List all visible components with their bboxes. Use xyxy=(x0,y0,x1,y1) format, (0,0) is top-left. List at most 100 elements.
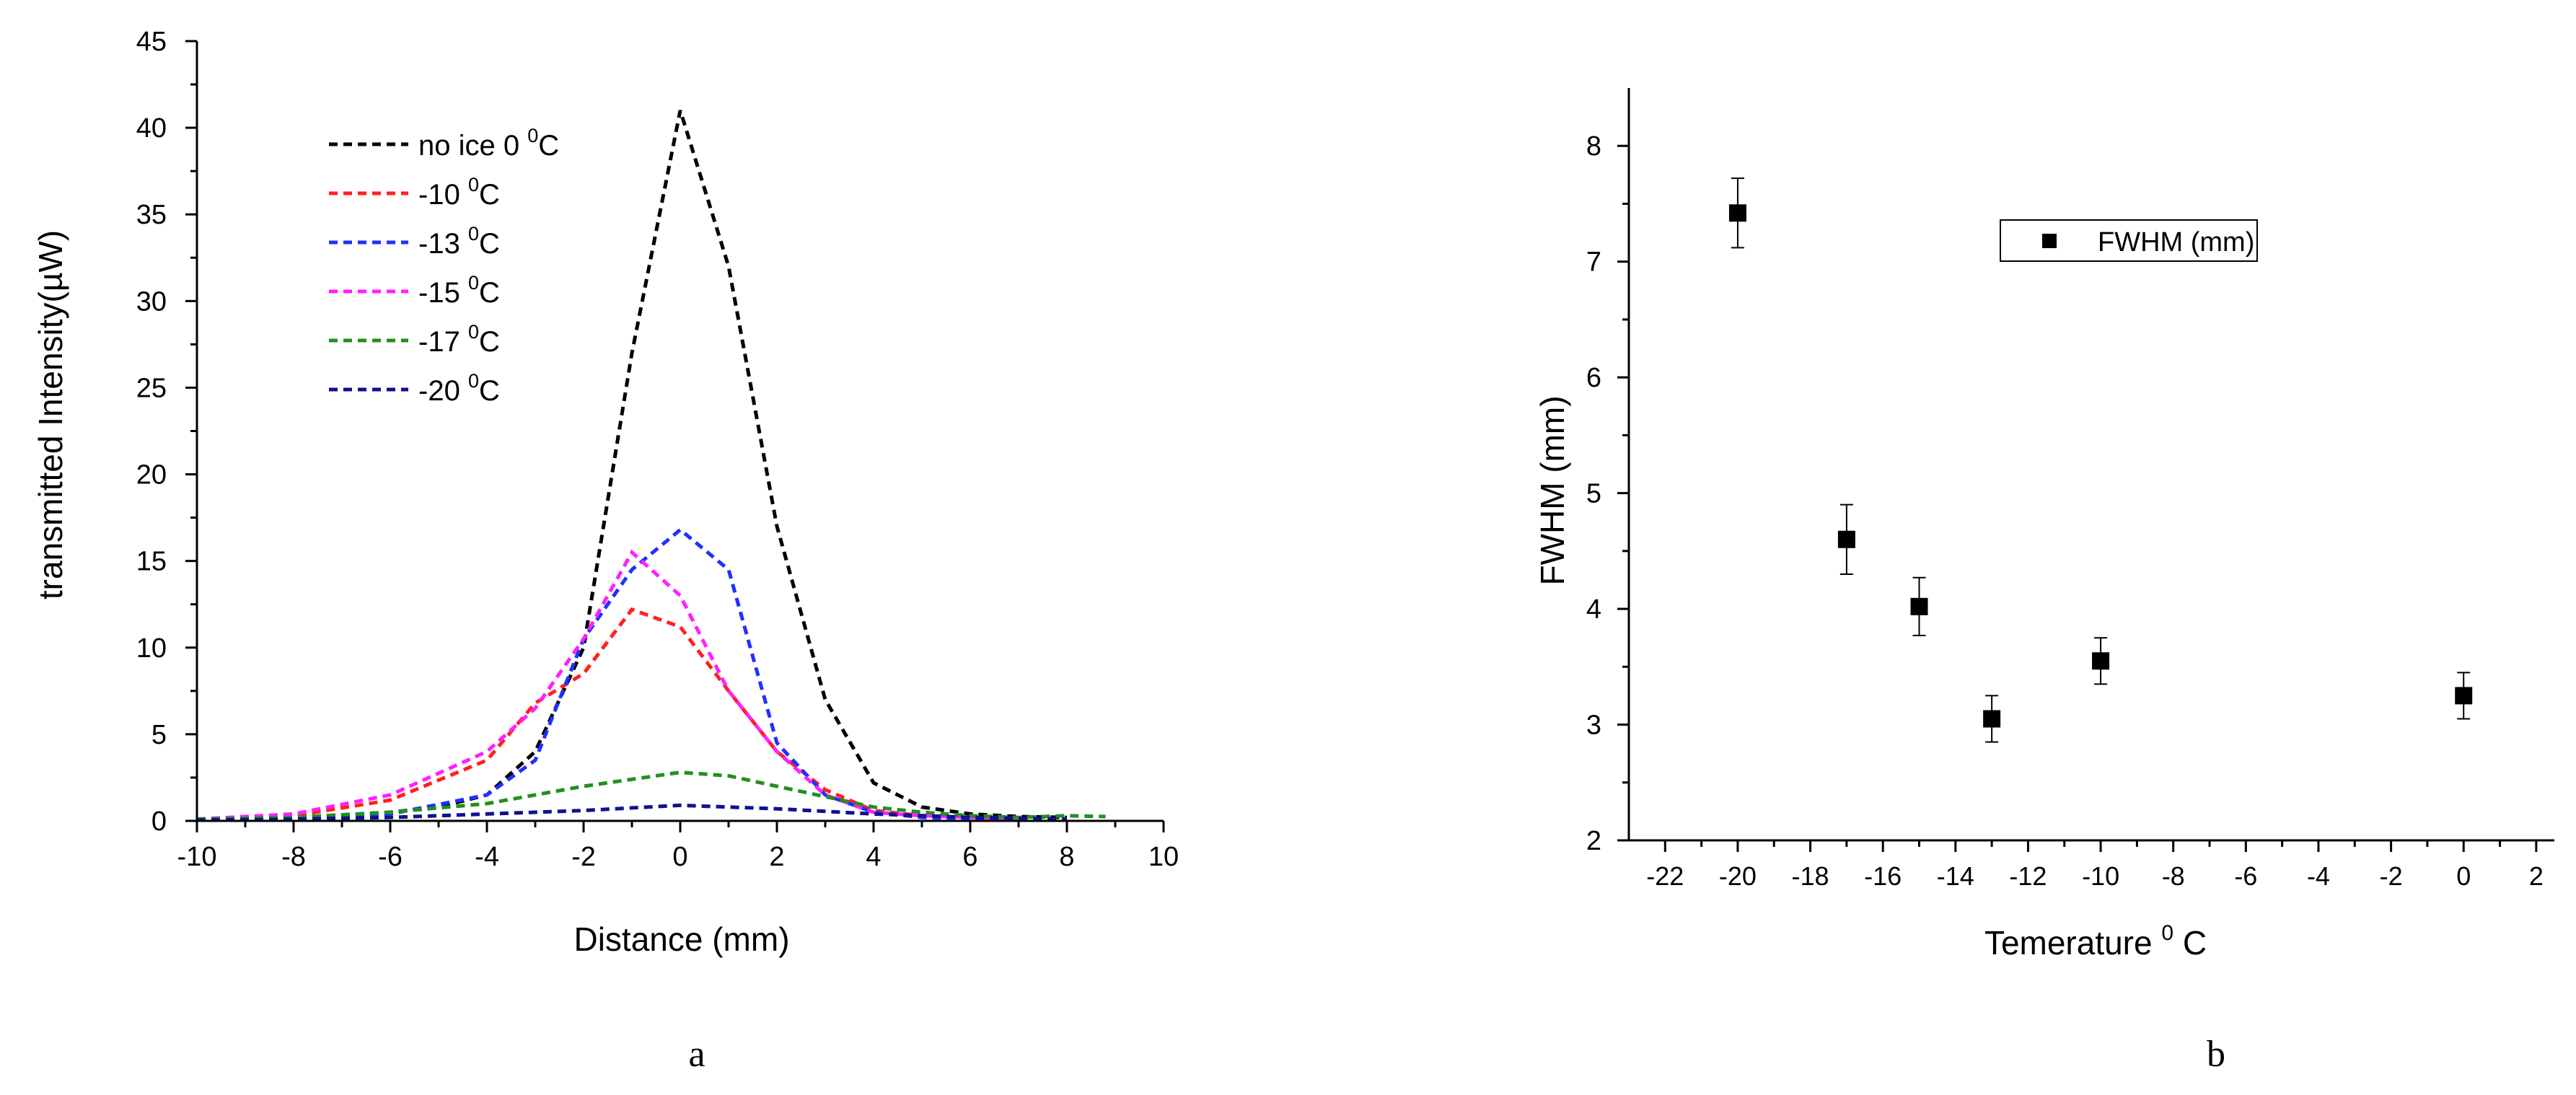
panel-a-legend-label-sup: 0 xyxy=(468,272,479,294)
panel-a-y-label-suffix: ) xyxy=(32,230,69,241)
panel-a-series-line-5 xyxy=(196,770,1106,822)
panel-b-x-label-sup: 0 xyxy=(2161,921,2173,945)
panel-a-y-tick-label: 20 xyxy=(136,460,167,491)
panel-b-data-point xyxy=(1728,204,1746,222)
panel-b-x-tick-label: -6 xyxy=(2234,861,2257,891)
panel-a-legend-label-unit: C xyxy=(479,228,500,260)
panel-a-y-tick-label: 30 xyxy=(136,286,167,317)
panel-b-data-point xyxy=(2092,652,2110,670)
panel-b-x-label-main: Temerature xyxy=(1984,924,2161,962)
panel-b-x-tick-label: -4 xyxy=(2307,861,2330,891)
panel-a-x-tick-label: 0 xyxy=(672,842,687,872)
panel-a-legend-label-sup: 0 xyxy=(468,174,479,195)
panel-b-x-tick-label: -22 xyxy=(1646,861,1684,891)
panel-b-points-group xyxy=(1728,177,2473,743)
panel-b-x-tick-label: -12 xyxy=(2009,861,2047,891)
panel-b-legend: FWHM (mm) xyxy=(2000,219,2258,262)
panel-b-y-tick-label: 5 xyxy=(1586,479,1601,509)
panel-a-legend-label-main: -13 xyxy=(418,228,468,260)
panel-b-data-point xyxy=(1910,597,1928,615)
panel-a-x-tick-label: 8 xyxy=(1059,842,1074,872)
panel-a-legend-label-main: -20 xyxy=(418,375,468,407)
panel-b-x-tick-label: 0 xyxy=(2456,861,2471,891)
panel-a-series-line-4 xyxy=(196,549,1019,822)
panel-b-y-tick-label: 7 xyxy=(1586,247,1601,278)
panel-a-series-line-1 xyxy=(196,110,1068,822)
panel-a-y-tick-label: 45 xyxy=(136,27,167,57)
panel-b-axes xyxy=(1627,88,2554,842)
panel-a-x-tick-label: -10 xyxy=(177,842,217,872)
panel-a-legend-label-main: no ice 0 xyxy=(418,130,527,162)
panel-a-y-tick-label: 10 xyxy=(136,633,167,664)
panel-a-legend-label-main: -17 xyxy=(418,326,468,358)
panel-b-y-axis-label: FWHM (mm) xyxy=(1534,395,1571,585)
panel-a-y-tick-label: 35 xyxy=(136,200,167,230)
panel-a-legend-label-sup: 0 xyxy=(468,223,479,245)
panel-b-legend-label: FWHM (mm) xyxy=(2098,227,2254,258)
panel-b-y-tick-label: 6 xyxy=(1586,363,1601,393)
panel-b-data-point xyxy=(1983,710,2001,728)
panel-b-x-tick-label: -14 xyxy=(1937,861,1974,891)
panel-a-legend-label: no ice 0 0C xyxy=(418,125,559,162)
panel-a-x-tick-label: 6 xyxy=(962,842,977,872)
panel-a-y-tick-label: 15 xyxy=(136,547,167,577)
panel-b-legend-box xyxy=(2000,219,2258,262)
panel-a-x-axis-label: Distance (mm) xyxy=(573,920,789,958)
panel-b-y-tick-label: 2 xyxy=(1586,826,1601,856)
panel-a-legend: no ice 0 0C-10 0C-13 0C-15 0C-17 0C-20 0… xyxy=(329,125,559,407)
panel-a-legend-label: -15 0C xyxy=(418,272,500,309)
panel-a-series-group xyxy=(196,110,1106,822)
panel-a-y-tick-label: 5 xyxy=(151,720,167,750)
panel-a-chart: -10 -8 -6 -4 -2 0 2 4 6 8 10 0 5 10 15 20 25 30 35 40 45 Dis… xyxy=(32,27,1179,958)
panel-a-legend-label-main: -15 xyxy=(418,277,468,309)
panel-a-x-tick-label: -8 xyxy=(281,842,306,872)
panel-a-legend-label-unit: C xyxy=(479,179,500,211)
panel-a-legend-label-unit: C xyxy=(479,277,500,309)
panel-a-series-line-2 xyxy=(196,607,1019,822)
panel-a-letter: a xyxy=(688,1034,705,1075)
panel-a-axes xyxy=(195,41,1164,822)
panel-a-x-tick-label: 4 xyxy=(866,842,881,872)
panel-a-x-tick-label: -4 xyxy=(475,842,499,872)
panel-a-x-tick-label: 2 xyxy=(769,842,784,872)
panel-a-legend-label-sup: 0 xyxy=(527,125,538,146)
panel-b-y-tick-label: 4 xyxy=(1586,594,1601,625)
panel-b-x-tick-label: -2 xyxy=(2380,861,2403,891)
panel-a-legend-label-sup: 0 xyxy=(468,370,479,392)
panel-a-legend-label-unit: C xyxy=(479,375,500,407)
panel-a-y-tick-label: 40 xyxy=(136,113,167,144)
panel-b-x-tick-label: -10 xyxy=(2082,861,2119,891)
panel-b-x-tick-label: 2 xyxy=(2529,861,2544,891)
panel-a-legend-label-unit: C xyxy=(538,130,559,162)
panel-a-legend-label-main: -10 xyxy=(418,179,468,211)
panel-a-legend-label: -10 0C xyxy=(418,174,500,211)
panel-a-y-tick-label: 25 xyxy=(136,373,167,403)
panel-b-data-point xyxy=(2455,687,2473,705)
panel-a-legend-label: -13 0C xyxy=(418,223,500,260)
panel-a-y-tick-label: 0 xyxy=(151,806,167,837)
panel-b-y-tick-label: 8 xyxy=(1586,131,1601,162)
panel-a-x-tick-label: -6 xyxy=(378,842,403,872)
panel-b-x-tick-label: -18 xyxy=(1792,861,1829,891)
panel-b-legend-marker xyxy=(2042,234,2057,248)
panel-a-series-line-6 xyxy=(196,803,1068,822)
panel-b-x-tick-label: -8 xyxy=(2162,861,2185,891)
panel-a-legend-label: -17 0C xyxy=(418,321,500,358)
panel-a-legend-label-unit: C xyxy=(479,326,500,358)
panel-a-y-axis-label: transmitted Intensity(µW) xyxy=(32,230,69,599)
panel-b-y-tick-label: 3 xyxy=(1586,711,1601,741)
panel-a-x-tick-label: 10 xyxy=(1148,842,1179,872)
panel-a-series-line-3 xyxy=(196,527,1019,822)
panel-a-y-label-unit: µW xyxy=(32,241,69,292)
panel-a-y-label-prefix: transmitted Intensity( xyxy=(32,291,69,599)
panel-a-ticks: -10 -8 -6 -4 -2 0 2 4 6 8 10 0 5 10 15 20 25 30 35 40 45 xyxy=(136,27,1179,872)
panel-b-data-point xyxy=(1837,530,1855,548)
panel-a-legend-label: -20 0C xyxy=(418,370,500,407)
panel-b-x-label-unit: C xyxy=(2173,924,2207,962)
panel-b-x-axis-label: Temerature 0 C xyxy=(1984,921,2207,962)
panel-b-x-tick-label: -20 xyxy=(1719,861,1757,891)
panel-b-x-tick-label: -16 xyxy=(1864,861,1902,891)
